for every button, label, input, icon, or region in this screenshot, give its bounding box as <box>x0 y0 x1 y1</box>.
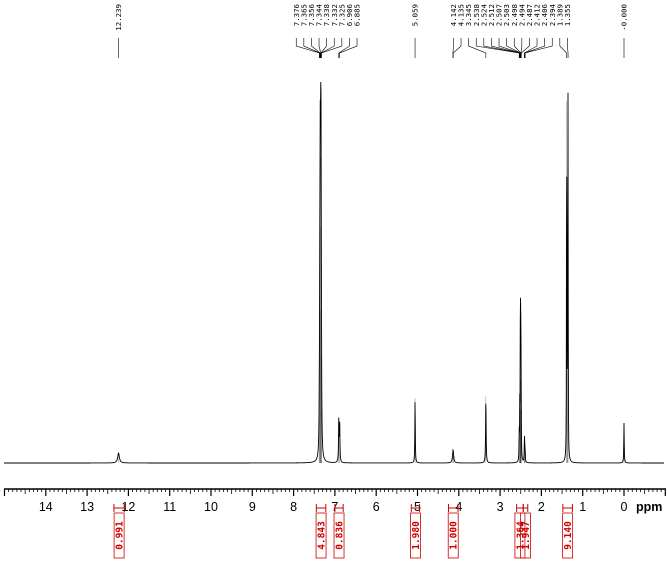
spectrum-trace <box>4 81 664 464</box>
integral-value: 0.991 <box>115 521 126 550</box>
peak-label-leader <box>475 38 520 58</box>
peak-label-leader <box>567 38 569 58</box>
peak-label-leader <box>339 38 358 58</box>
peak-label: 2.503 <box>502 4 511 26</box>
peak-label-leader <box>524 38 553 58</box>
peak-label: 2.524 <box>479 3 488 26</box>
integral-value-box <box>514 512 526 559</box>
peak-label: 4.142 <box>449 4 458 26</box>
integral-value: 1.000 <box>449 521 460 550</box>
peak-label: 1.355 <box>563 4 572 26</box>
x-axis-tick-label: 12 <box>121 500 135 514</box>
peak-label: 2.512 <box>487 4 496 26</box>
peak-label-leader <box>320 38 335 58</box>
integral-value: 1.947 <box>521 521 532 550</box>
x-axis-tick-label: 6 <box>373 500 380 514</box>
x-axis-tick-label: 11 <box>163 500 176 514</box>
x-axis-tick-label: 13 <box>80 500 94 514</box>
peak-label: 12.239 <box>114 4 123 31</box>
x-axis-tick-label: 3 <box>497 500 504 514</box>
peak-label: 7.356 <box>307 4 316 26</box>
peak-label: -0.000 <box>620 4 629 31</box>
integral-value-box <box>333 512 345 559</box>
peak-label: 2.498 <box>510 4 519 26</box>
peak-label: 7.338 <box>322 4 331 26</box>
x-axis-tick-label: 9 <box>249 500 256 514</box>
x-axis-tick-label: 10 <box>204 500 218 514</box>
peak-label-leader <box>498 38 521 58</box>
peak-label-leader <box>468 38 487 58</box>
integral-value: 9.140 <box>563 521 574 550</box>
peak-label: 2.412 <box>533 4 542 26</box>
x-axis: 14131211109876543210ppm <box>3 488 666 514</box>
peak-label: 6.906 <box>345 4 354 26</box>
x-axis-tick-label: 1 <box>579 500 586 514</box>
peak-label: 7.376 <box>292 4 301 26</box>
peak-label-leader <box>303 38 321 58</box>
integral-value-box <box>315 512 327 559</box>
x-axis-tick-label: 2 <box>538 500 545 514</box>
peak-label: 2.538 <box>472 4 481 26</box>
integral-value: 4.843 <box>316 521 327 550</box>
peak-label-leader <box>295 38 320 58</box>
peak-label: 3.345 <box>464 4 473 26</box>
peak-label: 2.494 <box>517 3 526 26</box>
peak-label-leader <box>559 38 567 58</box>
peak-label: 6.885 <box>353 4 362 26</box>
integral-value-box <box>447 512 459 559</box>
x-axis-tick-label: 14 <box>39 500 53 514</box>
peak-label: 2.394 <box>548 3 557 26</box>
integral-value: 0.836 <box>334 521 345 550</box>
peak-label: 2.406 <box>540 4 549 26</box>
peak-label-leader <box>524 38 545 58</box>
integral-value-box <box>113 512 125 559</box>
peak-label-leader <box>320 38 327 58</box>
peak-label-layer: 12.239 7.3767.3657.3567.3447.3387.3327.32… <box>114 3 629 58</box>
peak-label-leader <box>483 38 521 58</box>
x-axis-tick-label: 4 <box>455 500 462 514</box>
x-axis-tick-label: 8 <box>290 500 297 514</box>
peak-label-leader <box>321 38 343 58</box>
x-axis-tick-label: 0 <box>621 500 628 514</box>
integral-value-box <box>410 512 421 559</box>
peak-label: 2.487 <box>525 4 534 26</box>
peak-label-leader <box>524 38 538 58</box>
peak-label: 1.389 <box>555 4 564 26</box>
peak-label: 2.507 <box>495 4 504 26</box>
spectrum-layer <box>4 81 664 464</box>
x-axis-unit-label: ppm <box>636 500 662 514</box>
peak-label: 5.059 <box>411 4 420 26</box>
integral-value: 1.980 <box>411 521 422 550</box>
peak-label-leader <box>338 38 350 58</box>
integral-value-box <box>520 512 531 559</box>
peak-label: 7.365 <box>299 4 308 26</box>
peak-label-leader <box>520 38 530 58</box>
peak-label-leader <box>452 38 462 58</box>
peak-label: 7.325 <box>337 4 346 26</box>
peak-label-leader <box>506 38 521 58</box>
x-axis-tick-label: 5 <box>414 500 421 514</box>
peak-label: 7.332 <box>330 4 339 26</box>
peak-label-leader <box>311 38 321 58</box>
peak-label: 7.344 <box>315 3 324 26</box>
peak-label: 4.135 <box>457 4 466 26</box>
integral-value-box <box>562 512 574 559</box>
